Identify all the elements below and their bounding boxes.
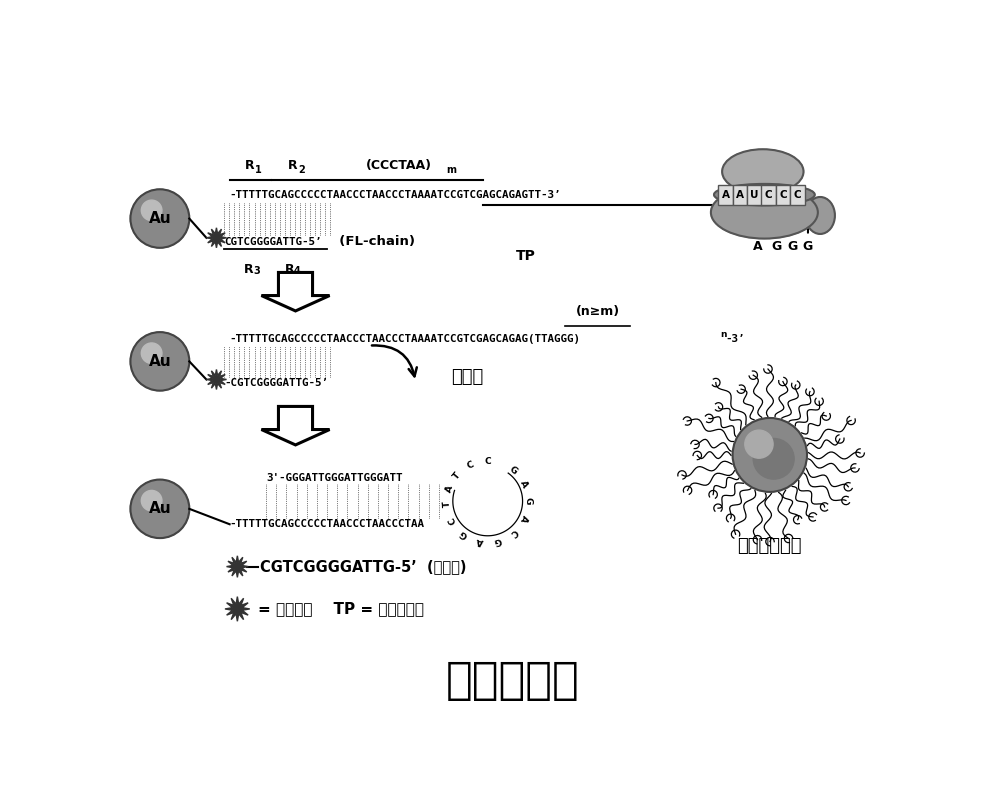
Text: A: A xyxy=(722,190,730,200)
Circle shape xyxy=(141,490,162,511)
Polygon shape xyxy=(227,556,248,578)
Text: 4: 4 xyxy=(294,266,301,276)
Text: 原理示意图: 原理示意图 xyxy=(446,659,579,702)
Text: C: C xyxy=(447,515,458,525)
Ellipse shape xyxy=(711,186,818,239)
Text: G: G xyxy=(524,497,532,505)
Text: G: G xyxy=(458,528,470,539)
Text: C: C xyxy=(765,190,772,200)
Text: CGTCGGGGATTG-5’  (荧光开): CGTCGGGGATTG-5’ (荧光开) xyxy=(260,559,466,574)
Text: R: R xyxy=(288,159,298,172)
Text: (CCCTAA): (CCCTAA) xyxy=(366,159,432,172)
FancyBboxPatch shape xyxy=(776,186,790,206)
Text: R: R xyxy=(245,159,255,172)
FancyBboxPatch shape xyxy=(761,186,776,206)
Text: 3'-GGGATTGGGATTGGGATT: 3'-GGGATTGGGATTGGGATT xyxy=(266,473,403,483)
Text: C: C xyxy=(779,190,787,200)
Text: A: A xyxy=(736,190,744,200)
FancyBboxPatch shape xyxy=(747,186,762,206)
FancyBboxPatch shape xyxy=(718,186,733,206)
Text: G: G xyxy=(803,239,813,253)
Ellipse shape xyxy=(805,197,835,234)
Text: G: G xyxy=(493,534,502,545)
Text: -TTTTTGCAGCCCCCTAACCCTAACCCTAA: -TTTTTGCAGCCCCCTAACCCTAACCCTAA xyxy=(230,519,425,529)
Text: CGTCGGGGATTG-5’: CGTCGGGGATTG-5’ xyxy=(224,236,322,247)
Text: A: A xyxy=(519,513,530,523)
Polygon shape xyxy=(225,597,250,622)
Text: = 荧光染料    TP = 端粒酶引物: = 荧光染料 TP = 端粒酶引物 xyxy=(258,602,424,617)
Text: R: R xyxy=(284,264,294,276)
Text: 球形核酸探针: 球形核酸探针 xyxy=(738,537,802,555)
Text: G: G xyxy=(508,465,519,476)
Text: n: n xyxy=(720,331,727,340)
Text: Au: Au xyxy=(149,211,171,226)
FancyArrow shape xyxy=(261,272,330,311)
Text: -TTTTTGCAGCCCCCTAACCCTAACCCTAAAATCCGTCGAGCAGAG(TTAGGG): -TTTTTGCAGCCCCCTAACCCTAACCCTAAAATCCGTCGA… xyxy=(230,335,581,344)
Text: G: G xyxy=(771,239,781,253)
Text: -TTTTTGCAGCCCCCTAACCCTAACCCTAAAATCCGTCGAGCAGAGTT-3’: -TTTTTGCAGCCCCCTAACCCTAACCCTAAAATCCGTCGA… xyxy=(230,191,561,200)
Ellipse shape xyxy=(714,184,815,206)
Circle shape xyxy=(130,480,189,538)
Circle shape xyxy=(733,418,807,492)
Polygon shape xyxy=(206,369,227,389)
FancyBboxPatch shape xyxy=(790,186,805,206)
Circle shape xyxy=(130,332,189,391)
Polygon shape xyxy=(206,227,227,248)
Text: A: A xyxy=(444,484,455,493)
Text: -CGTCGGGGATTG-5’: -CGTCGGGGATTG-5’ xyxy=(224,378,328,388)
Text: A: A xyxy=(519,479,530,489)
Text: U: U xyxy=(750,190,759,200)
FancyArrow shape xyxy=(261,406,330,445)
Text: C: C xyxy=(508,526,519,537)
Text: TP: TP xyxy=(516,248,536,263)
Circle shape xyxy=(130,189,189,248)
Text: T: T xyxy=(451,470,462,481)
Text: 3: 3 xyxy=(254,266,260,276)
Text: Au: Au xyxy=(149,354,171,369)
Text: 2: 2 xyxy=(298,166,305,175)
Text: C: C xyxy=(794,190,801,200)
Text: 1: 1 xyxy=(255,166,262,175)
Text: A: A xyxy=(753,239,763,253)
Text: C: C xyxy=(466,460,475,470)
Ellipse shape xyxy=(722,149,804,194)
Text: T: T xyxy=(443,501,452,507)
Text: R: R xyxy=(244,264,254,276)
Text: m: m xyxy=(447,166,457,175)
Text: (FL-chain): (FL-chain) xyxy=(330,235,415,248)
Text: -3’: -3’ xyxy=(726,335,745,344)
Text: C: C xyxy=(484,457,491,465)
Text: (n≥m): (n≥m) xyxy=(576,305,620,318)
Text: A: A xyxy=(476,535,484,545)
FancyBboxPatch shape xyxy=(733,186,747,206)
Text: Au: Au xyxy=(149,501,171,517)
Text: G: G xyxy=(787,239,797,253)
Circle shape xyxy=(745,430,773,458)
Circle shape xyxy=(141,343,162,364)
Circle shape xyxy=(753,438,794,479)
Circle shape xyxy=(141,200,162,220)
Text: 链替换: 链替换 xyxy=(451,368,484,386)
